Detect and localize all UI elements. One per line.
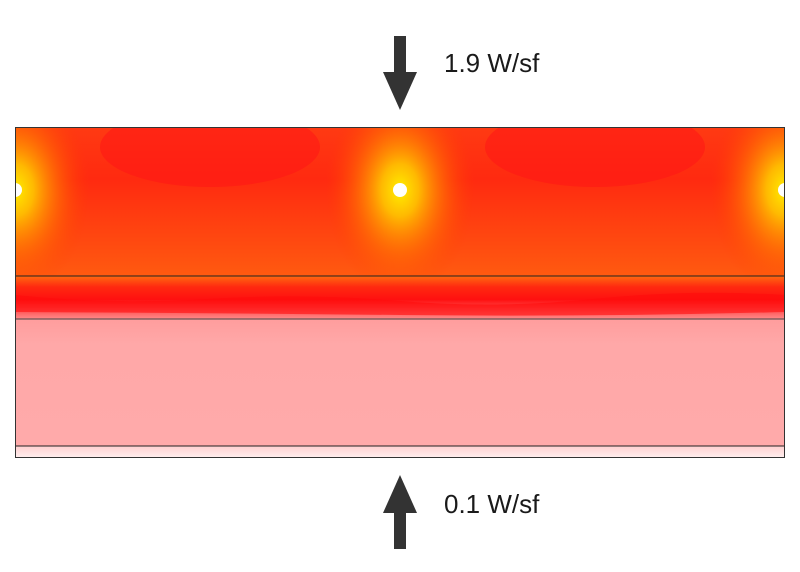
insulation-layer: [15, 319, 785, 446]
heat-source: [15, 183, 22, 197]
heated-slab-layer: [15, 127, 785, 276]
assembly-border: [15, 127, 785, 458]
top-heat-flux-label: 1.9 W/sf: [444, 48, 540, 78]
heat-source: [393, 183, 407, 197]
down-arrow-icon: [383, 36, 417, 110]
bottom-heat-flux-label: 0.1 W/sf: [444, 489, 540, 519]
base-layer: [15, 446, 785, 458]
up-arrow-icon: [383, 475, 417, 549]
hot-band-layer: [15, 276, 785, 319]
assembly-cross-section: [15, 127, 785, 458]
heat-source: [778, 183, 785, 197]
